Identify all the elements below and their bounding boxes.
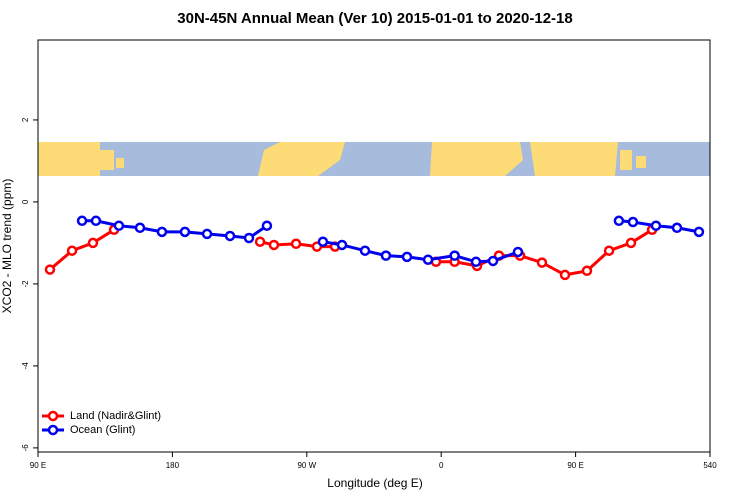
point [254, 236, 266, 247]
point [201, 228, 213, 240]
point [671, 222, 683, 234]
x-tick-label: 90 E [30, 461, 46, 470]
point [90, 215, 102, 227]
point [625, 237, 637, 249]
point [581, 265, 593, 277]
plot-frame [37, 39, 711, 453]
legend-marker [47, 424, 59, 436]
series-line [48, 228, 653, 277]
point [156, 226, 168, 238]
point [359, 245, 371, 256]
point [44, 264, 56, 275]
point [603, 245, 615, 256]
point [559, 269, 571, 281]
point [66, 245, 78, 256]
point [243, 232, 255, 244]
point [470, 256, 482, 268]
y-tick-label: -4 [21, 362, 30, 370]
point [224, 230, 236, 242]
point [380, 250, 392, 261]
point [401, 251, 413, 263]
point [76, 215, 88, 227]
x-tick-label: 0 [439, 461, 444, 470]
point [613, 215, 625, 227]
x-tick-label: 90 W [297, 461, 316, 470]
legend-label: Land (Nadir&Glint) [70, 410, 161, 422]
map-strip [38, 142, 710, 176]
point [422, 254, 434, 265]
point [290, 238, 302, 249]
point [261, 220, 273, 231]
x-axis-label: Longitude (deg E) [327, 476, 422, 490]
y-tick-label: -2 [21, 280, 30, 288]
point [650, 220, 662, 231]
x-tick-label: 540 [703, 461, 717, 470]
point [627, 216, 639, 228]
point [317, 236, 329, 247]
legend-marker [47, 410, 59, 422]
point [487, 255, 499, 267]
point [87, 237, 99, 249]
point [179, 226, 191, 238]
point [693, 226, 705, 238]
point [536, 257, 548, 268]
point [268, 239, 280, 251]
point [134, 222, 146, 234]
point [449, 250, 460, 261]
point [336, 239, 348, 251]
x-tick-label: 180 [166, 461, 180, 470]
chart-title: 30N-45N Annual Mean (Ver 10) 2015-01-01 … [177, 10, 572, 27]
x-tick-label: 90 E [567, 461, 583, 470]
y-tick-label: 2 [21, 117, 30, 122]
y-axis-label: XCO2 - MLO trend (ppm) [0, 179, 14, 314]
point [113, 220, 125, 231]
point [512, 246, 524, 258]
y-tick-label: 0 [21, 199, 30, 204]
y-tick-label: -6 [21, 444, 30, 452]
legend-label: Ocean (Glint) [70, 424, 135, 436]
